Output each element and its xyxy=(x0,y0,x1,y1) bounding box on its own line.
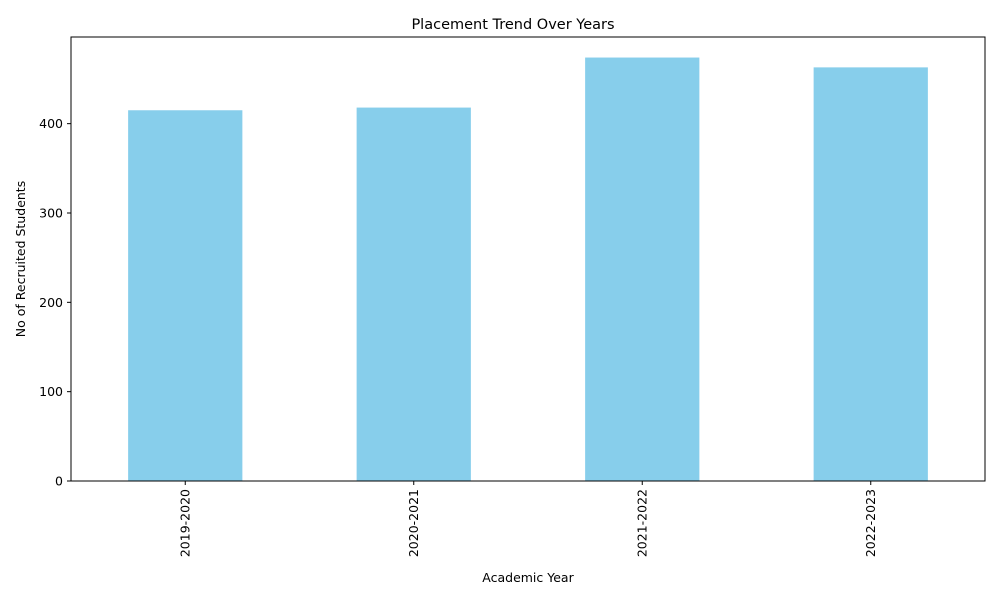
y-tick-label: 200 xyxy=(39,295,63,310)
bar-2021-2022 xyxy=(585,57,700,482)
x-axis: 2019-2020 2020-2021 2021-2022 2022-2023 xyxy=(177,481,878,557)
x-axis-label: Academic Year xyxy=(482,570,574,585)
y-axis-label: No of Recruited Students xyxy=(13,181,28,337)
plot-frame xyxy=(70,36,986,482)
y-tick-label: 400 xyxy=(39,116,63,131)
y-tick-label: 300 xyxy=(39,205,63,220)
x-tick-label: 2020-2021 xyxy=(406,489,421,557)
x-tick-label: 2021-2022 xyxy=(634,489,649,557)
y-tick-label: 100 xyxy=(39,384,63,399)
chart-title: Placement Trend Over Years xyxy=(411,17,614,33)
x-tick-label: 2022-2023 xyxy=(863,489,878,557)
y-tick-label: 0 xyxy=(55,474,63,489)
bar-2019-2020 xyxy=(128,110,243,482)
x-tick-label: 2019-2020 xyxy=(177,489,192,557)
y-axis: 0 100 200 300 400 xyxy=(39,116,71,489)
bar-2022-2023 xyxy=(813,67,928,482)
bar-2020-2021 xyxy=(356,107,471,482)
bars-group xyxy=(128,57,928,482)
